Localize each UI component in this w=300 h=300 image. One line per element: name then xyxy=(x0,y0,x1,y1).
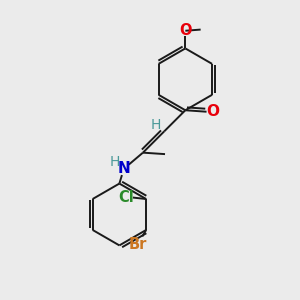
Text: N: N xyxy=(117,161,130,176)
Text: O: O xyxy=(179,23,192,38)
Text: Cl: Cl xyxy=(118,190,134,205)
Text: H: H xyxy=(151,118,161,132)
Text: O: O xyxy=(206,104,220,119)
Text: Br: Br xyxy=(129,237,147,252)
Text: H: H xyxy=(109,155,120,170)
